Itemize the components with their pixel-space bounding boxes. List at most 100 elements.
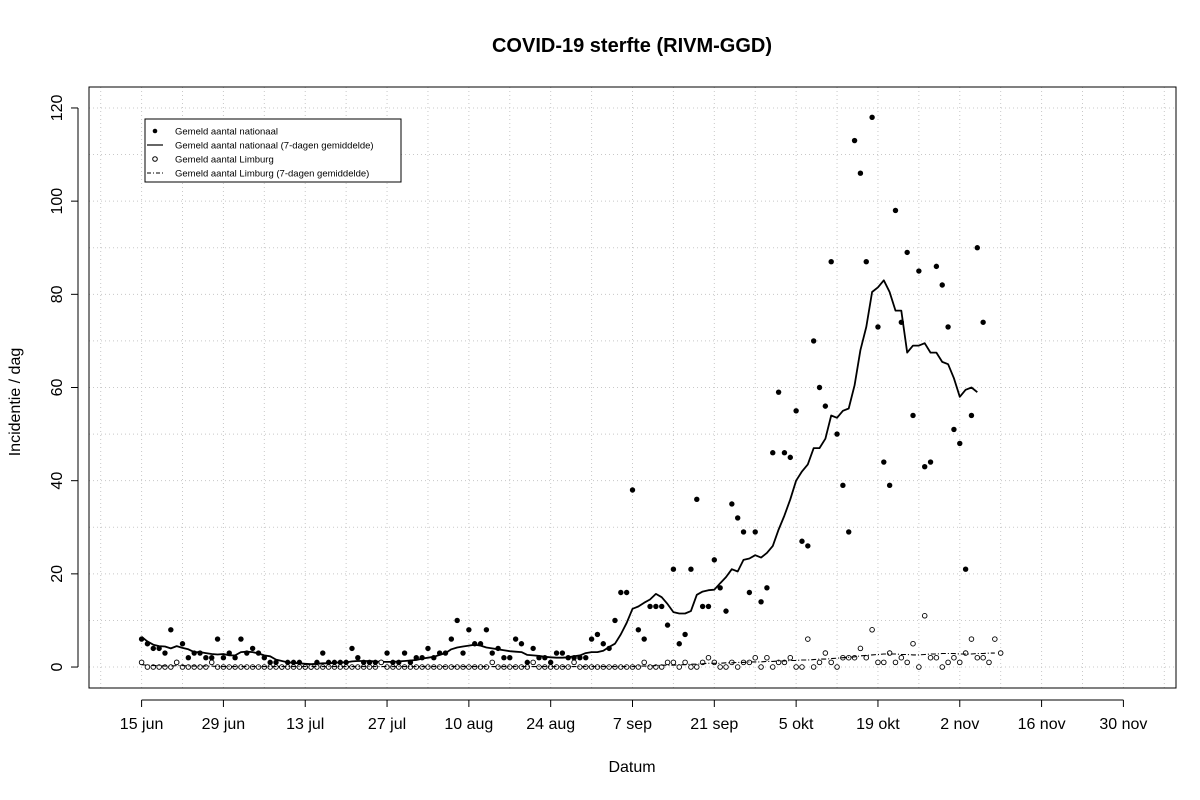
data-point-limburg	[565, 664, 571, 670]
data-point-limburg	[863, 654, 870, 661]
series-line-limburg-average	[141, 652, 995, 668]
data-point-limburg	[992, 636, 998, 642]
data-point-national	[840, 482, 846, 489]
data-point-limburg	[793, 664, 799, 670]
data-point-limburg	[676, 664, 683, 670]
data-point-national	[787, 454, 793, 461]
legend-label-national-points: Gemeld aantal nationaal	[175, 127, 278, 138]
data-point-limburg	[986, 659, 992, 666]
data-point-national	[875, 324, 881, 330]
data-point-limburg	[945, 659, 951, 666]
x-axis-label: Datum	[608, 759, 655, 776]
data-point-national	[647, 603, 653, 610]
data-point-national	[746, 589, 753, 596]
legend-box	[144, 118, 402, 183]
data-point-national	[699, 603, 706, 610]
x-tick-label: 24 aug	[526, 716, 575, 733]
data-point-limburg	[828, 659, 834, 666]
data-point-national	[945, 324, 951, 330]
x-tick-label: 13 jul	[286, 716, 324, 733]
data-point-limburg	[571, 659, 577, 666]
plot-data	[138, 114, 1004, 670]
data-point-national	[483, 627, 490, 633]
legend-label-limburg-points: Gemeld aantal Limburg	[175, 155, 274, 166]
data-point-national	[846, 529, 852, 535]
data-point-national	[810, 338, 817, 344]
data-point-limburg	[688, 664, 694, 670]
data-point-national	[454, 617, 460, 624]
x-tick-label: 2 nov	[940, 716, 979, 733]
legend: Gemeld aantal nationaal Gemeld aantal na…	[144, 118, 402, 183]
data-point-national	[594, 631, 601, 638]
data-point-limburg	[156, 664, 162, 670]
data-point-limburg	[910, 640, 916, 647]
axes: 15 jun 29 jun 13 jul 27 jul 10 aug 24 aug 7 se…	[49, 95, 1147, 733]
data-point-national	[583, 655, 589, 661]
data-point-national	[547, 659, 554, 666]
data-point-national	[629, 487, 636, 493]
data-point-national	[489, 650, 495, 656]
data-point-national	[781, 450, 788, 456]
data-point-national	[951, 426, 957, 433]
data-point-limburg	[489, 659, 495, 666]
data-point-national	[957, 440, 963, 447]
data-point-national	[501, 655, 507, 661]
data-point-national	[220, 655, 227, 661]
data-point-limburg	[723, 664, 729, 670]
data-point-national	[828, 259, 834, 265]
data-point-limburg	[682, 659, 688, 666]
x-tick-label: 10 aug	[444, 716, 493, 733]
data-point-national	[980, 319, 986, 325]
data-point-national	[676, 641, 682, 647]
data-point-national	[927, 459, 934, 465]
data-point-national	[705, 603, 712, 610]
data-point-national	[922, 464, 928, 470]
data-point-limburg	[805, 636, 811, 642]
data-point-national	[460, 650, 466, 656]
x-tick-label: 30 nov	[1099, 716, 1147, 733]
x-tick-label: 27 jul	[368, 716, 406, 733]
data-point-national	[185, 655, 192, 661]
data-point-limburg	[898, 654, 905, 661]
data-point-national	[740, 529, 747, 535]
data-point-national	[600, 641, 606, 647]
data-point-national	[203, 655, 209, 661]
y-tick-label: 60	[49, 379, 66, 397]
data-point-limburg	[185, 664, 192, 670]
data-point-national	[512, 636, 519, 642]
data-point-limburg	[851, 654, 858, 661]
data-point-limburg	[974, 654, 981, 661]
data-point-national	[682, 631, 688, 638]
data-point-limburg	[366, 664, 373, 670]
data-point-limburg	[670, 659, 677, 666]
data-point-limburg	[530, 659, 536, 666]
data-point-national	[559, 650, 566, 656]
y-tick-label: 40	[49, 472, 66, 490]
data-point-limburg	[857, 645, 864, 652]
y-tick-label: 20	[49, 565, 66, 583]
data-point-national	[150, 645, 156, 652]
data-point-limburg	[197, 664, 203, 670]
data-point-national	[968, 412, 975, 419]
x-tick-label: 29 jun	[202, 716, 246, 733]
data-point-limburg	[746, 659, 753, 666]
data-point-limburg	[787, 654, 794, 661]
data-point-national	[670, 566, 677, 572]
data-point-limburg	[822, 650, 829, 656]
data-point-national	[694, 496, 700, 503]
data-point-national	[507, 655, 513, 661]
data-point-limburg	[892, 659, 899, 666]
data-point-national	[974, 245, 981, 251]
x-tick-label: 21 sep	[690, 716, 738, 733]
data-point-limburg	[664, 659, 671, 666]
data-point-limburg	[810, 664, 817, 670]
data-point-limburg	[927, 654, 934, 661]
data-point-national	[612, 617, 618, 624]
data-point-national	[770, 450, 776, 456]
data-point-national	[524, 659, 531, 666]
y-tick-label: 120	[49, 95, 66, 122]
series-line-national-average	[141, 279, 978, 666]
data-point-national	[168, 627, 174, 633]
data-point-limburg	[191, 664, 197, 670]
